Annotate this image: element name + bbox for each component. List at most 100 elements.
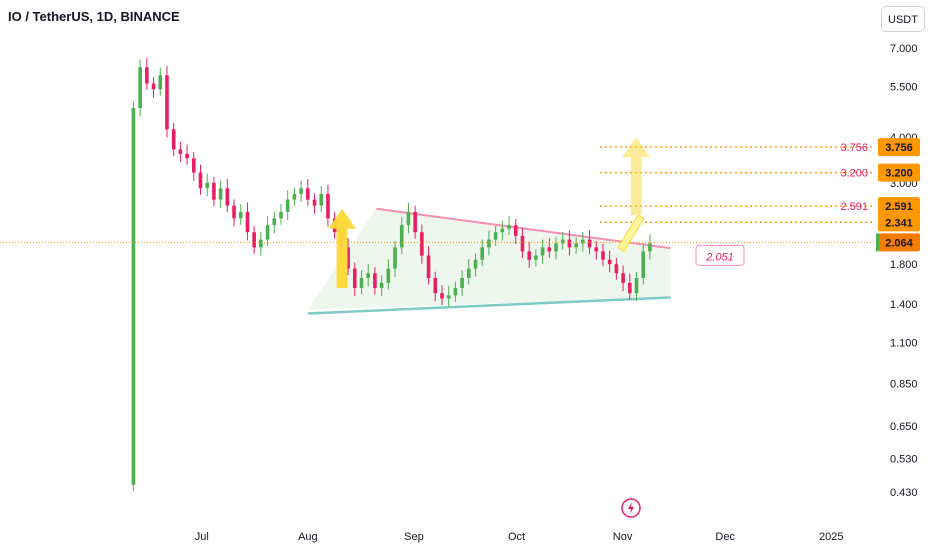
candle-body <box>513 225 518 236</box>
candle <box>513 218 518 245</box>
candle <box>547 238 552 258</box>
candle <box>527 242 531 268</box>
candle <box>601 243 605 267</box>
price-tick-label: 0.650 <box>890 421 918 433</box>
candle <box>312 193 317 214</box>
candle <box>607 250 612 273</box>
candle <box>453 281 458 302</box>
triangle-fill <box>307 208 671 310</box>
price-tick-label: 1.100 <box>890 338 918 350</box>
candle <box>594 241 599 260</box>
candle-body <box>406 211 411 226</box>
candle-body <box>621 273 625 283</box>
candle <box>299 180 303 202</box>
candle-body <box>527 251 531 260</box>
candle <box>560 231 565 250</box>
breakout-label: 2.051 <box>705 251 734 263</box>
candle-body <box>460 277 464 288</box>
candle <box>440 285 444 306</box>
breakout-label-box <box>695 244 745 266</box>
candle-body <box>245 211 250 233</box>
candle-body <box>346 247 350 269</box>
candle-body <box>191 158 196 173</box>
candle-body <box>440 293 444 299</box>
candle-body <box>540 247 545 256</box>
candle <box>238 204 243 225</box>
candle-body <box>587 239 592 248</box>
projection-arrow <box>328 208 357 288</box>
candle-body <box>312 199 317 206</box>
price-tag <box>878 197 920 216</box>
candle-body <box>232 205 236 219</box>
candle-body <box>648 243 652 252</box>
candle <box>581 231 585 252</box>
current-price-tag <box>878 233 920 252</box>
candle-body <box>567 239 572 248</box>
candle <box>346 238 350 276</box>
candle <box>151 77 156 98</box>
price-tick-label: 0.430 <box>890 487 918 499</box>
candle <box>460 270 464 297</box>
candle-body <box>601 251 605 260</box>
candle-body <box>520 235 525 252</box>
currency-button[interactable]: USDT <box>881 6 925 32</box>
candle <box>614 257 619 280</box>
candle-body <box>574 243 578 248</box>
candle <box>574 237 578 254</box>
target-level-label: 2.591 <box>840 201 868 213</box>
candle-body <box>413 211 417 233</box>
candle-body <box>252 232 256 248</box>
time-tick-label: Nov <box>613 531 633 543</box>
candle <box>352 262 357 297</box>
candle-body <box>326 193 330 219</box>
candle-body <box>493 232 498 240</box>
candle-body <box>581 239 585 244</box>
candle-body <box>145 67 149 84</box>
candle-body <box>292 193 297 200</box>
candle-body <box>446 295 451 299</box>
candle <box>191 152 196 181</box>
candle-body <box>138 67 142 109</box>
candle-body <box>319 193 324 206</box>
candle-body <box>165 75 169 130</box>
price-tick-label: 1.400 <box>890 299 918 311</box>
price-tick-label: 1.800 <box>890 259 918 271</box>
candle <box>507 215 511 236</box>
candle-body <box>554 243 558 252</box>
candle <box>245 202 250 241</box>
price-tag <box>878 213 920 232</box>
candle-body <box>171 129 176 150</box>
price-tag <box>878 163 920 182</box>
candle <box>587 230 592 254</box>
candle-body <box>641 251 646 278</box>
candle-body <box>225 188 230 206</box>
price-tag-label: 3.756 <box>885 142 913 154</box>
candle <box>185 144 189 165</box>
candle <box>540 239 545 264</box>
candle <box>379 275 384 297</box>
candle-body <box>507 225 511 229</box>
price-tag-label: 2.591 <box>885 201 913 213</box>
candle-body <box>467 268 471 278</box>
candle <box>648 234 652 260</box>
time-tick-label: Jul <box>195 531 209 543</box>
candle-body <box>158 75 163 90</box>
candle-body <box>607 259 612 265</box>
candle-body <box>634 277 639 294</box>
candle-body <box>198 172 203 189</box>
candle-body <box>473 259 478 269</box>
candle <box>171 123 176 156</box>
candle <box>158 67 163 96</box>
candle <box>467 259 471 285</box>
candle-body <box>373 273 377 288</box>
candle <box>641 243 646 285</box>
candle <box>319 186 324 213</box>
candle <box>285 190 290 221</box>
time-tick-label: Sep <box>404 531 424 543</box>
candle-body <box>420 232 424 256</box>
lightning-icon <box>628 502 634 514</box>
candle-body <box>285 199 290 212</box>
candle-body <box>279 211 283 219</box>
price-axis: 7.0005.5004.0003.0001.8001.4001.1000.850… <box>876 43 920 499</box>
